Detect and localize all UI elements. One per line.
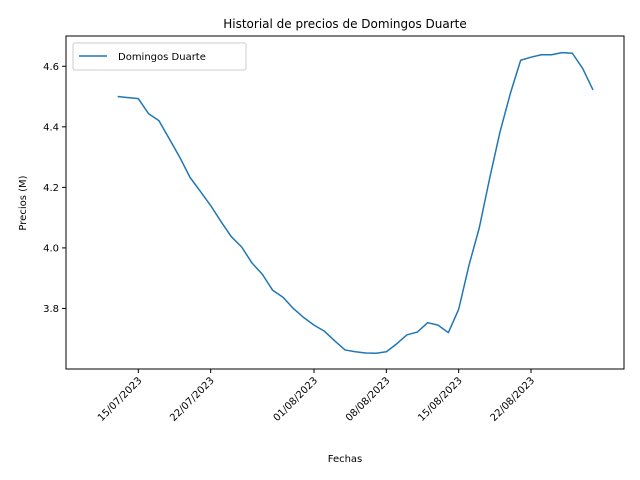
series-layer	[117, 51, 594, 355]
x-tick-label: 22/08/2023	[489, 375, 538, 424]
legend-label-domingos-duarte: Domingos Duarte	[118, 52, 206, 63]
chart-title: Historial de precios de Domingos Duarte	[223, 17, 467, 31]
y-tick-label: 3.8	[43, 304, 59, 315]
plot-area-frame	[65, 35, 625, 370]
y-axis-label: Precios (M)	[18, 175, 29, 230]
y-axis: 3.8 4.0 4.2 4.4 4.6	[43, 62, 66, 315]
legend: Domingos Duarte	[72, 42, 247, 71]
y-tick-label: 4.0	[43, 243, 59, 254]
x-tick-label: 22/07/2023	[168, 375, 217, 424]
x-tick-label: 01/08/2023	[272, 375, 321, 424]
legend-box	[72, 42, 247, 71]
x-axis-label: Fechas	[328, 454, 363, 465]
y-tick-label: 4.6	[43, 62, 59, 73]
x-tick-label: 15/08/2023	[416, 375, 465, 424]
y-tick-label: 4.2	[43, 183, 59, 194]
x-tick-label: 08/08/2023	[344, 375, 393, 424]
series-line-domingos-duarte	[117, 51, 594, 355]
y-tick-label: 4.4	[43, 122, 59, 133]
x-tick-label: 15/07/2023	[96, 375, 145, 424]
x-axis: 15/07/2023 22/07/2023 01/08/2023 08/08/2023…	[96, 369, 537, 424]
